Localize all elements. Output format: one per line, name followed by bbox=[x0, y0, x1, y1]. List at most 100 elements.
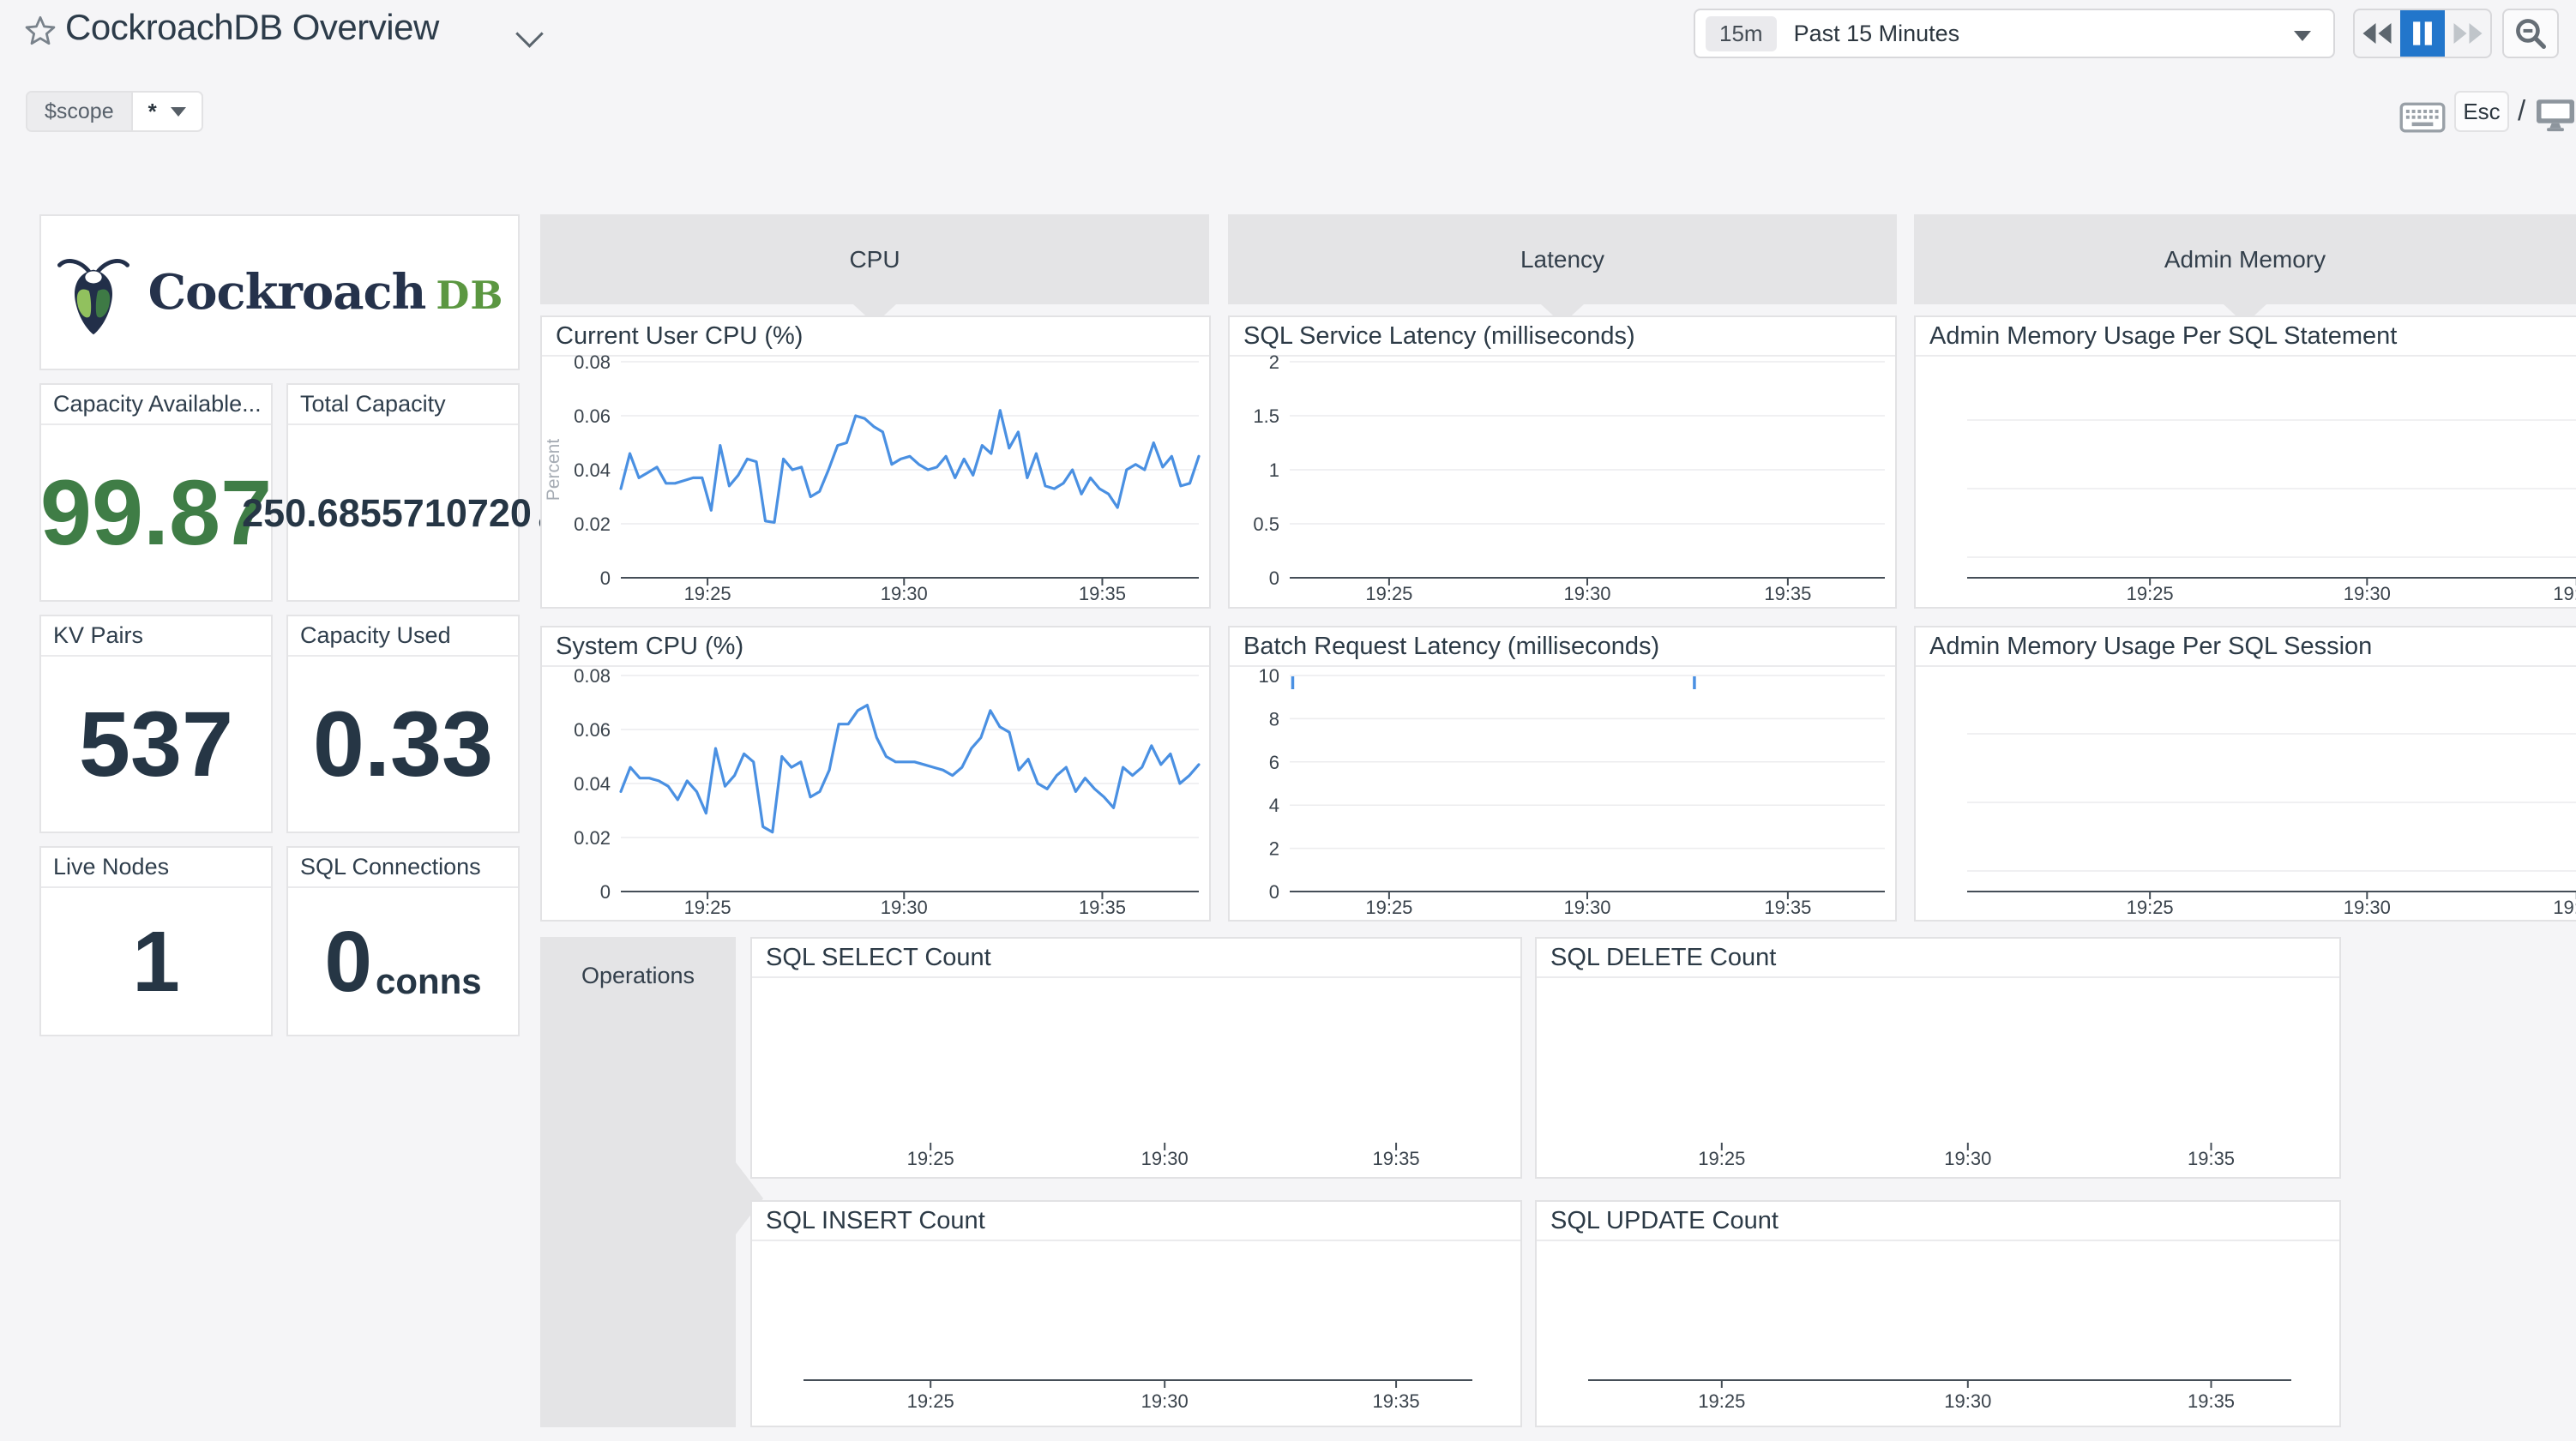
pause-button[interactable] bbox=[2399, 10, 2446, 57]
svg-text:0: 0 bbox=[600, 881, 611, 903]
favorite-star-icon[interactable] bbox=[22, 14, 58, 54]
caret-down-icon bbox=[170, 106, 186, 117]
svg-text:2: 2 bbox=[1269, 838, 1279, 860]
time-range-badge: 15m bbox=[1706, 15, 1777, 51]
svg-text:0: 0 bbox=[1269, 881, 1279, 903]
logo-suffix: DB bbox=[436, 273, 504, 318]
stat-card-capacity-used: Capacity Used 0.33 bbox=[286, 615, 520, 833]
chart-title: Current User CPU (%) bbox=[542, 317, 1209, 357]
svg-text:0.02: 0.02 bbox=[574, 827, 611, 849]
svg-text:19:25: 19:25 bbox=[2127, 897, 2174, 918]
chart-title: SQL UPDATE Count bbox=[1537, 1202, 2339, 1241]
group-header-admin-memory: Admin Memory bbox=[1914, 214, 2576, 324]
plot-area: 19:25 19:30 19:35 bbox=[1967, 733, 2576, 918]
chart-title: SQL DELETE Count bbox=[1537, 939, 2339, 978]
svg-text:19:30: 19:30 bbox=[1141, 1390, 1189, 1412]
stat-unit: conns bbox=[375, 960, 482, 1001]
svg-text:19:25: 19:25 bbox=[1365, 583, 1412, 604]
svg-text:1.5: 1.5 bbox=[1253, 405, 1279, 427]
chart-title: SQL INSERT Count bbox=[752, 1202, 1520, 1241]
chart-admin-memory-per-sql-session[interactable]: Admin Memory Usage Per SQL Session 19:25… bbox=[1914, 626, 2576, 922]
svg-text:Percent: Percent bbox=[544, 439, 563, 501]
chart-admin-memory-per-sql-statement[interactable]: Admin Memory Usage Per SQL Statement 19:… bbox=[1914, 315, 2576, 609]
cockroach-bug-icon bbox=[57, 259, 129, 335]
svg-text:0: 0 bbox=[1269, 567, 1279, 589]
stat-card-kv-pairs: KV Pairs 537 bbox=[39, 615, 273, 833]
svg-text:0.02: 0.02 bbox=[574, 513, 611, 535]
rewind-icon bbox=[2362, 23, 2392, 44]
title-chevron-down-icon[interactable] bbox=[515, 20, 544, 48]
svg-text:0.08: 0.08 bbox=[574, 665, 611, 687]
svg-text:19:30: 19:30 bbox=[1141, 1148, 1189, 1169]
plot-area: 0.08 0.06 0.04 0.02 0 19:25 19:30 19:35 bbox=[574, 665, 1201, 918]
stat-card-total-capacity: Total Capacity 250.6855710720GB bbox=[242, 383, 564, 602]
svg-text:19:35: 19:35 bbox=[1373, 1148, 1420, 1169]
chart-sql-insert-count[interactable]: SQL INSERT Count 19:25 19:30 19:35 bbox=[750, 1200, 1522, 1427]
svg-text:19:25: 19:25 bbox=[907, 1148, 954, 1169]
pause-icon bbox=[2413, 21, 2432, 45]
chart-sql-service-latency[interactable]: SQL Service Latency (milliseconds) 2 1.5 1… bbox=[1228, 315, 1897, 609]
svg-text:19:25: 19:25 bbox=[684, 897, 731, 918]
keyboard-shortcuts-icon[interactable] bbox=[2399, 101, 2446, 138]
zoom-out-button[interactable] bbox=[2502, 9, 2559, 58]
cockroachdb-logo-card: Cockroach DB bbox=[39, 214, 520, 370]
chart-title: SQL SELECT Count bbox=[752, 939, 1520, 978]
svg-text:19:30: 19:30 bbox=[1944, 1390, 1991, 1412]
tv-mode-icon[interactable] bbox=[2537, 99, 2574, 136]
svg-text:19:35: 19:35 bbox=[2553, 583, 2576, 604]
fast-forward-button[interactable] bbox=[2445, 10, 2490, 57]
rewind-button[interactable] bbox=[2355, 10, 2400, 57]
stat-card-title: Capacity Available... bbox=[41, 385, 271, 425]
svg-text:19:25: 19:25 bbox=[684, 583, 731, 604]
svg-text:0.04: 0.04 bbox=[574, 773, 611, 795]
stat-value: 0 bbox=[324, 913, 372, 1010]
stat-card-capacity-available: Capacity Available... 99.87 bbox=[39, 383, 273, 602]
group-label-operations: Operations bbox=[540, 937, 763, 1427]
svg-text:19:30: 19:30 bbox=[881, 583, 928, 604]
svg-text:19:30: 19:30 bbox=[881, 897, 928, 918]
stat-card-title: Live Nodes bbox=[41, 848, 271, 888]
stat-value: 0.33 bbox=[312, 692, 494, 796]
svg-text:0.06: 0.06 bbox=[574, 405, 611, 427]
scope-variable-value: * bbox=[130, 93, 202, 130]
svg-text:19:35: 19:35 bbox=[1079, 897, 1126, 918]
caret-down-icon bbox=[2294, 31, 2311, 41]
svg-text:19:25: 19:25 bbox=[1698, 1390, 1745, 1412]
playback-controls bbox=[2353, 9, 2492, 58]
page-title: CockroachDB Overview bbox=[65, 7, 439, 47]
plot-area: 19:25 19:30 19:35 bbox=[1967, 419, 2576, 604]
logo-wordmark: Cockroach DB bbox=[148, 264, 504, 321]
template-variable-scope[interactable]: $scope * bbox=[26, 91, 203, 132]
stat-card-title: Capacity Used bbox=[288, 616, 518, 657]
svg-text:19:35: 19:35 bbox=[2188, 1390, 2235, 1412]
stat-card-title: KV Pairs bbox=[41, 616, 271, 657]
svg-text:19:35: 19:35 bbox=[1764, 583, 1811, 604]
svg-text:4: 4 bbox=[1269, 795, 1279, 816]
svg-text:19:30: 19:30 bbox=[1944, 1148, 1991, 1169]
svg-text:8: 8 bbox=[1269, 708, 1279, 730]
zoom-out-icon bbox=[2516, 19, 2546, 49]
svg-text:0.06: 0.06 bbox=[574, 719, 611, 741]
stat-value: 1 bbox=[132, 913, 180, 1010]
scope-value-text: * bbox=[147, 98, 157, 124]
time-range-select[interactable]: 15m Past 15 Minutes bbox=[1694, 9, 2335, 58]
svg-text:19:25: 19:25 bbox=[1698, 1148, 1745, 1169]
chart-batch-request-latency[interactable]: Batch Request Latency (milliseconds) 10 8… bbox=[1228, 626, 1897, 922]
chart-title: Admin Memory Usage Per SQL Session bbox=[1916, 627, 2576, 667]
svg-text:19:30: 19:30 bbox=[1563, 583, 1610, 604]
chart-sql-delete-count[interactable]: SQL DELETE Count 19:25 19:30 19:35 bbox=[1535, 937, 2341, 1179]
svg-text:19:35: 19:35 bbox=[1079, 583, 1126, 604]
chart-current-user-cpu[interactable]: Current User CPU (%) 0.08 0.06 0.04 0.02 0 19… bbox=[540, 315, 1211, 609]
stat-value: 537 bbox=[78, 692, 234, 796]
chart-system-cpu[interactable]: System CPU (%) 0.08 0.06 0.04 0.02 0 19:25 19:… bbox=[540, 626, 1211, 922]
svg-text:1: 1 bbox=[1269, 459, 1279, 481]
stat-card-title: SQL Connections bbox=[288, 848, 518, 888]
group-header-latency: Latency bbox=[1228, 214, 1897, 324]
stat-card-live-nodes: Live Nodes 1 bbox=[39, 846, 273, 1036]
chart-sql-update-count[interactable]: SQL UPDATE Count 19:25 19:30 19:35 bbox=[1535, 1200, 2341, 1427]
svg-text:19:35: 19:35 bbox=[1764, 897, 1811, 918]
svg-text:0.04: 0.04 bbox=[574, 459, 611, 481]
chart-sql-select-count[interactable]: SQL SELECT Count 19:25 19:30 19:35 bbox=[750, 937, 1522, 1179]
chart-title: SQL Service Latency (milliseconds) bbox=[1230, 317, 1895, 357]
